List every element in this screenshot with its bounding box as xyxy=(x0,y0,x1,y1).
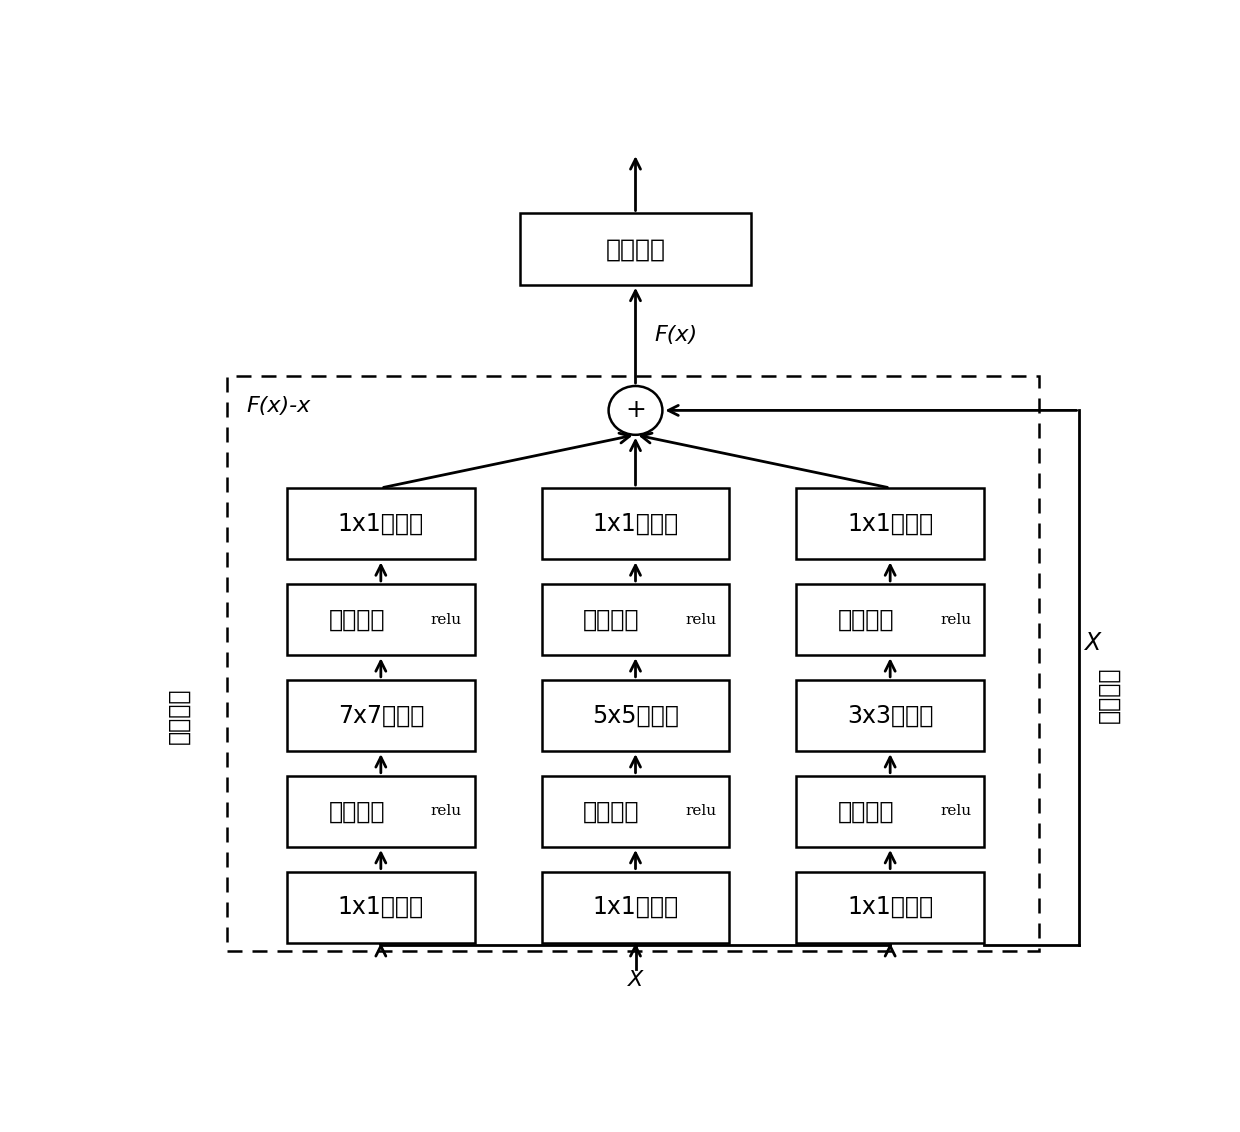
FancyBboxPatch shape xyxy=(796,775,983,847)
Text: 激活函数: 激活函数 xyxy=(838,799,894,823)
FancyBboxPatch shape xyxy=(542,679,729,752)
FancyBboxPatch shape xyxy=(288,584,475,655)
FancyBboxPatch shape xyxy=(542,872,729,943)
FancyBboxPatch shape xyxy=(542,584,729,655)
Text: F(x)-x: F(x)-x xyxy=(247,396,310,417)
FancyBboxPatch shape xyxy=(288,488,475,559)
FancyBboxPatch shape xyxy=(542,488,729,559)
Text: relu: relu xyxy=(940,805,971,818)
Text: 激活函数: 激活函数 xyxy=(583,608,640,632)
FancyBboxPatch shape xyxy=(521,214,751,285)
Text: 1x1卷积核: 1x1卷积核 xyxy=(593,512,678,535)
Text: 1x1卷积核: 1x1卷积核 xyxy=(847,512,934,535)
Text: 残差映射: 残差映射 xyxy=(167,687,191,744)
Text: 激活函数: 激活函数 xyxy=(838,608,894,632)
Text: 激活函数: 激活函数 xyxy=(329,608,386,632)
FancyBboxPatch shape xyxy=(796,679,983,752)
FancyBboxPatch shape xyxy=(796,584,983,655)
FancyBboxPatch shape xyxy=(288,872,475,943)
Text: 恒等映射: 恒等映射 xyxy=(1096,667,1120,723)
Text: relu: relu xyxy=(430,612,461,627)
Text: 激活函数: 激活函数 xyxy=(605,237,666,261)
Text: relu: relu xyxy=(430,805,461,818)
Text: relu: relu xyxy=(686,805,717,818)
Text: +: + xyxy=(625,398,646,422)
FancyBboxPatch shape xyxy=(796,872,983,943)
FancyBboxPatch shape xyxy=(288,679,475,752)
Text: X: X xyxy=(1084,631,1100,654)
Text: 1x1卷积核: 1x1卷积核 xyxy=(337,512,424,535)
Text: 1x1卷积核: 1x1卷积核 xyxy=(337,895,424,919)
Text: 7x7卷积核: 7x7卷积核 xyxy=(337,703,424,728)
FancyBboxPatch shape xyxy=(796,488,983,559)
Text: relu: relu xyxy=(686,612,717,627)
Text: 激活函数: 激活函数 xyxy=(329,799,386,823)
Text: F(x): F(x) xyxy=(655,325,698,345)
FancyBboxPatch shape xyxy=(542,775,729,847)
Text: 1x1卷积核: 1x1卷积核 xyxy=(847,895,934,919)
Text: 5x5卷积核: 5x5卷积核 xyxy=(591,703,680,728)
Text: 3x3卷积核: 3x3卷积核 xyxy=(847,703,934,728)
Text: relu: relu xyxy=(940,612,971,627)
Text: 激活函数: 激活函数 xyxy=(583,799,640,823)
Text: X: X xyxy=(627,970,644,989)
Text: 1x1卷积核: 1x1卷积核 xyxy=(593,895,678,919)
FancyBboxPatch shape xyxy=(288,775,475,847)
